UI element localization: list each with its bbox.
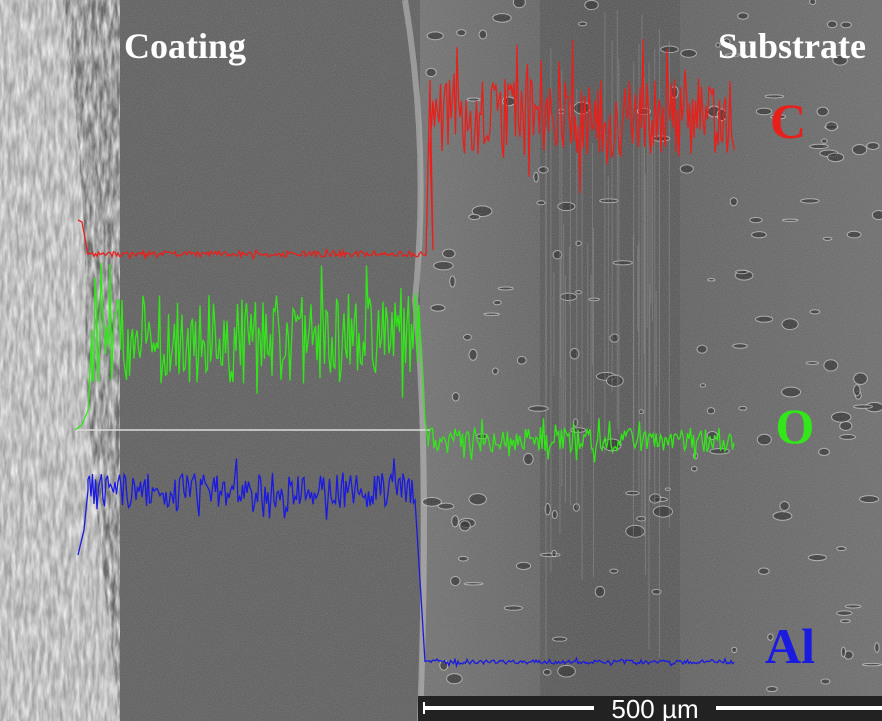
element-label: O bbox=[776, 398, 815, 454]
substrate-label: Substrate bbox=[718, 26, 866, 66]
scale-bar: 500 µm bbox=[418, 694, 882, 721]
element-label: C bbox=[770, 93, 806, 149]
element-label: Al bbox=[765, 618, 815, 674]
scale-bar-label: 500 µm bbox=[611, 694, 698, 721]
coating-label: Coating bbox=[124, 26, 246, 66]
sem-micrograph: Coating Substrate C O Al 500 µm bbox=[0, 0, 882, 721]
